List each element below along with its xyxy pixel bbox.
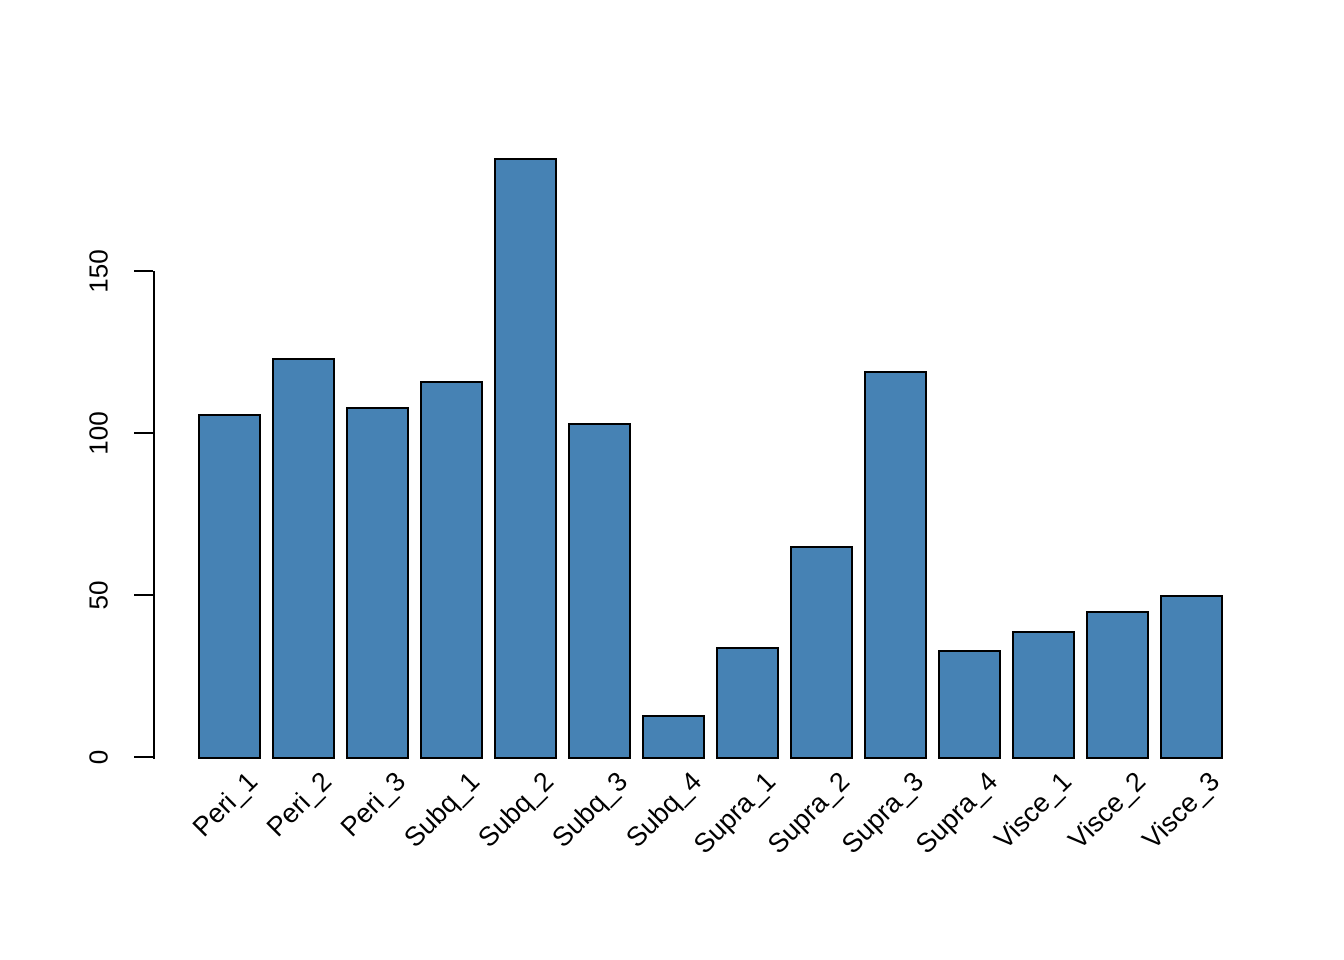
- bar-Supra_3: [864, 371, 927, 759]
- y-tick: [134, 270, 153, 272]
- y-tick: [134, 432, 153, 434]
- y-tick-label: 50: [83, 580, 114, 610]
- bar-Visce_3: [1160, 595, 1223, 759]
- bar-Visce_2: [1086, 611, 1149, 759]
- y-tick: [134, 756, 153, 758]
- y-axis-line: [153, 271, 155, 759]
- bar-Supra_1: [716, 646, 779, 759]
- bar-Peri_2: [272, 358, 335, 759]
- bar-Subq_3: [568, 423, 631, 759]
- bar-Subq_4: [642, 714, 705, 759]
- y-tick-label: 150: [83, 249, 114, 293]
- bar-Peri_3: [346, 407, 409, 759]
- bar-Peri_1: [198, 413, 261, 759]
- y-tick-label: 0: [83, 749, 114, 765]
- bar-Supra_2: [790, 546, 853, 759]
- bar-Subq_1: [420, 381, 483, 759]
- bar-Subq_2: [494, 157, 557, 759]
- bar-Supra_4: [938, 650, 1001, 759]
- y-tick: [134, 594, 153, 596]
- bar-Visce_1: [1012, 630, 1075, 759]
- y-tick-label: 100: [83, 411, 114, 455]
